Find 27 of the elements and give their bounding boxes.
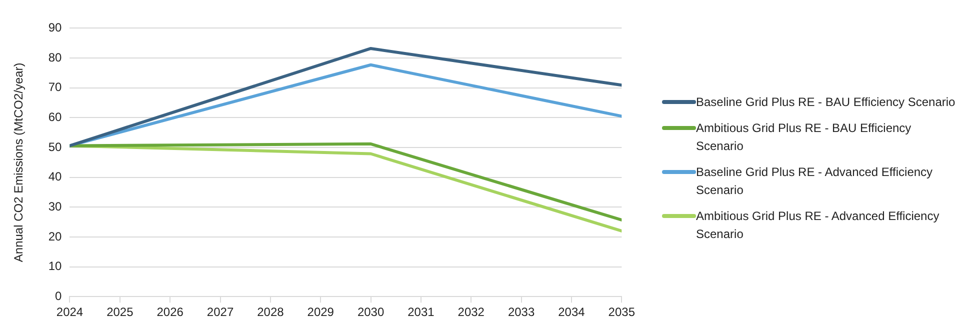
legend-label: Ambitious Grid Plus RE - Advanced Efficiency Scenario xyxy=(696,208,940,242)
y-tick-label: 30 xyxy=(48,198,62,213)
y-tick-label: 90 xyxy=(48,20,62,34)
y-tick-label: 50 xyxy=(48,139,62,154)
x-tick-label: 2028 xyxy=(257,304,284,319)
x-tick-label: 2024 xyxy=(56,304,84,319)
x-tick-label: 2034 xyxy=(558,304,586,319)
x-tick-label: 2026 xyxy=(156,304,184,319)
x-tick-label: 2032 xyxy=(458,304,485,319)
y-tick-label: 60 xyxy=(48,109,62,124)
y-tick-label: 20 xyxy=(48,228,62,243)
y-tick-label: 0 xyxy=(55,288,62,302)
x-tick-label: 2035 xyxy=(608,304,636,319)
x-tick-label: 2027 xyxy=(206,304,234,319)
x-tick-label: 2029 xyxy=(307,304,334,319)
legend-label: Baseline Grid Plus RE - BAU Efficiency Scenario xyxy=(696,94,956,110)
x-tick-label: 2030 xyxy=(357,304,384,319)
y-tick-label: 70 xyxy=(48,80,62,94)
y-axis-title: Annual CO2 Emissions (MtCO2/year) xyxy=(12,62,26,262)
x-tick-label: 2033 xyxy=(508,304,535,319)
y-tick-label: 40 xyxy=(48,169,62,184)
legend-label: Baseline Grid Plus RE - Advanced Efficiency Scenario xyxy=(696,164,934,198)
x-tick-label: 2031 xyxy=(408,304,435,319)
legend-label: Ambitious Grid Plus RE - BAU Efficiency Scenario xyxy=(696,120,912,154)
y-tick-label: 80 xyxy=(48,50,62,64)
y-tick-label: 10 xyxy=(48,258,62,273)
x-tick-label: 2025 xyxy=(106,304,134,319)
